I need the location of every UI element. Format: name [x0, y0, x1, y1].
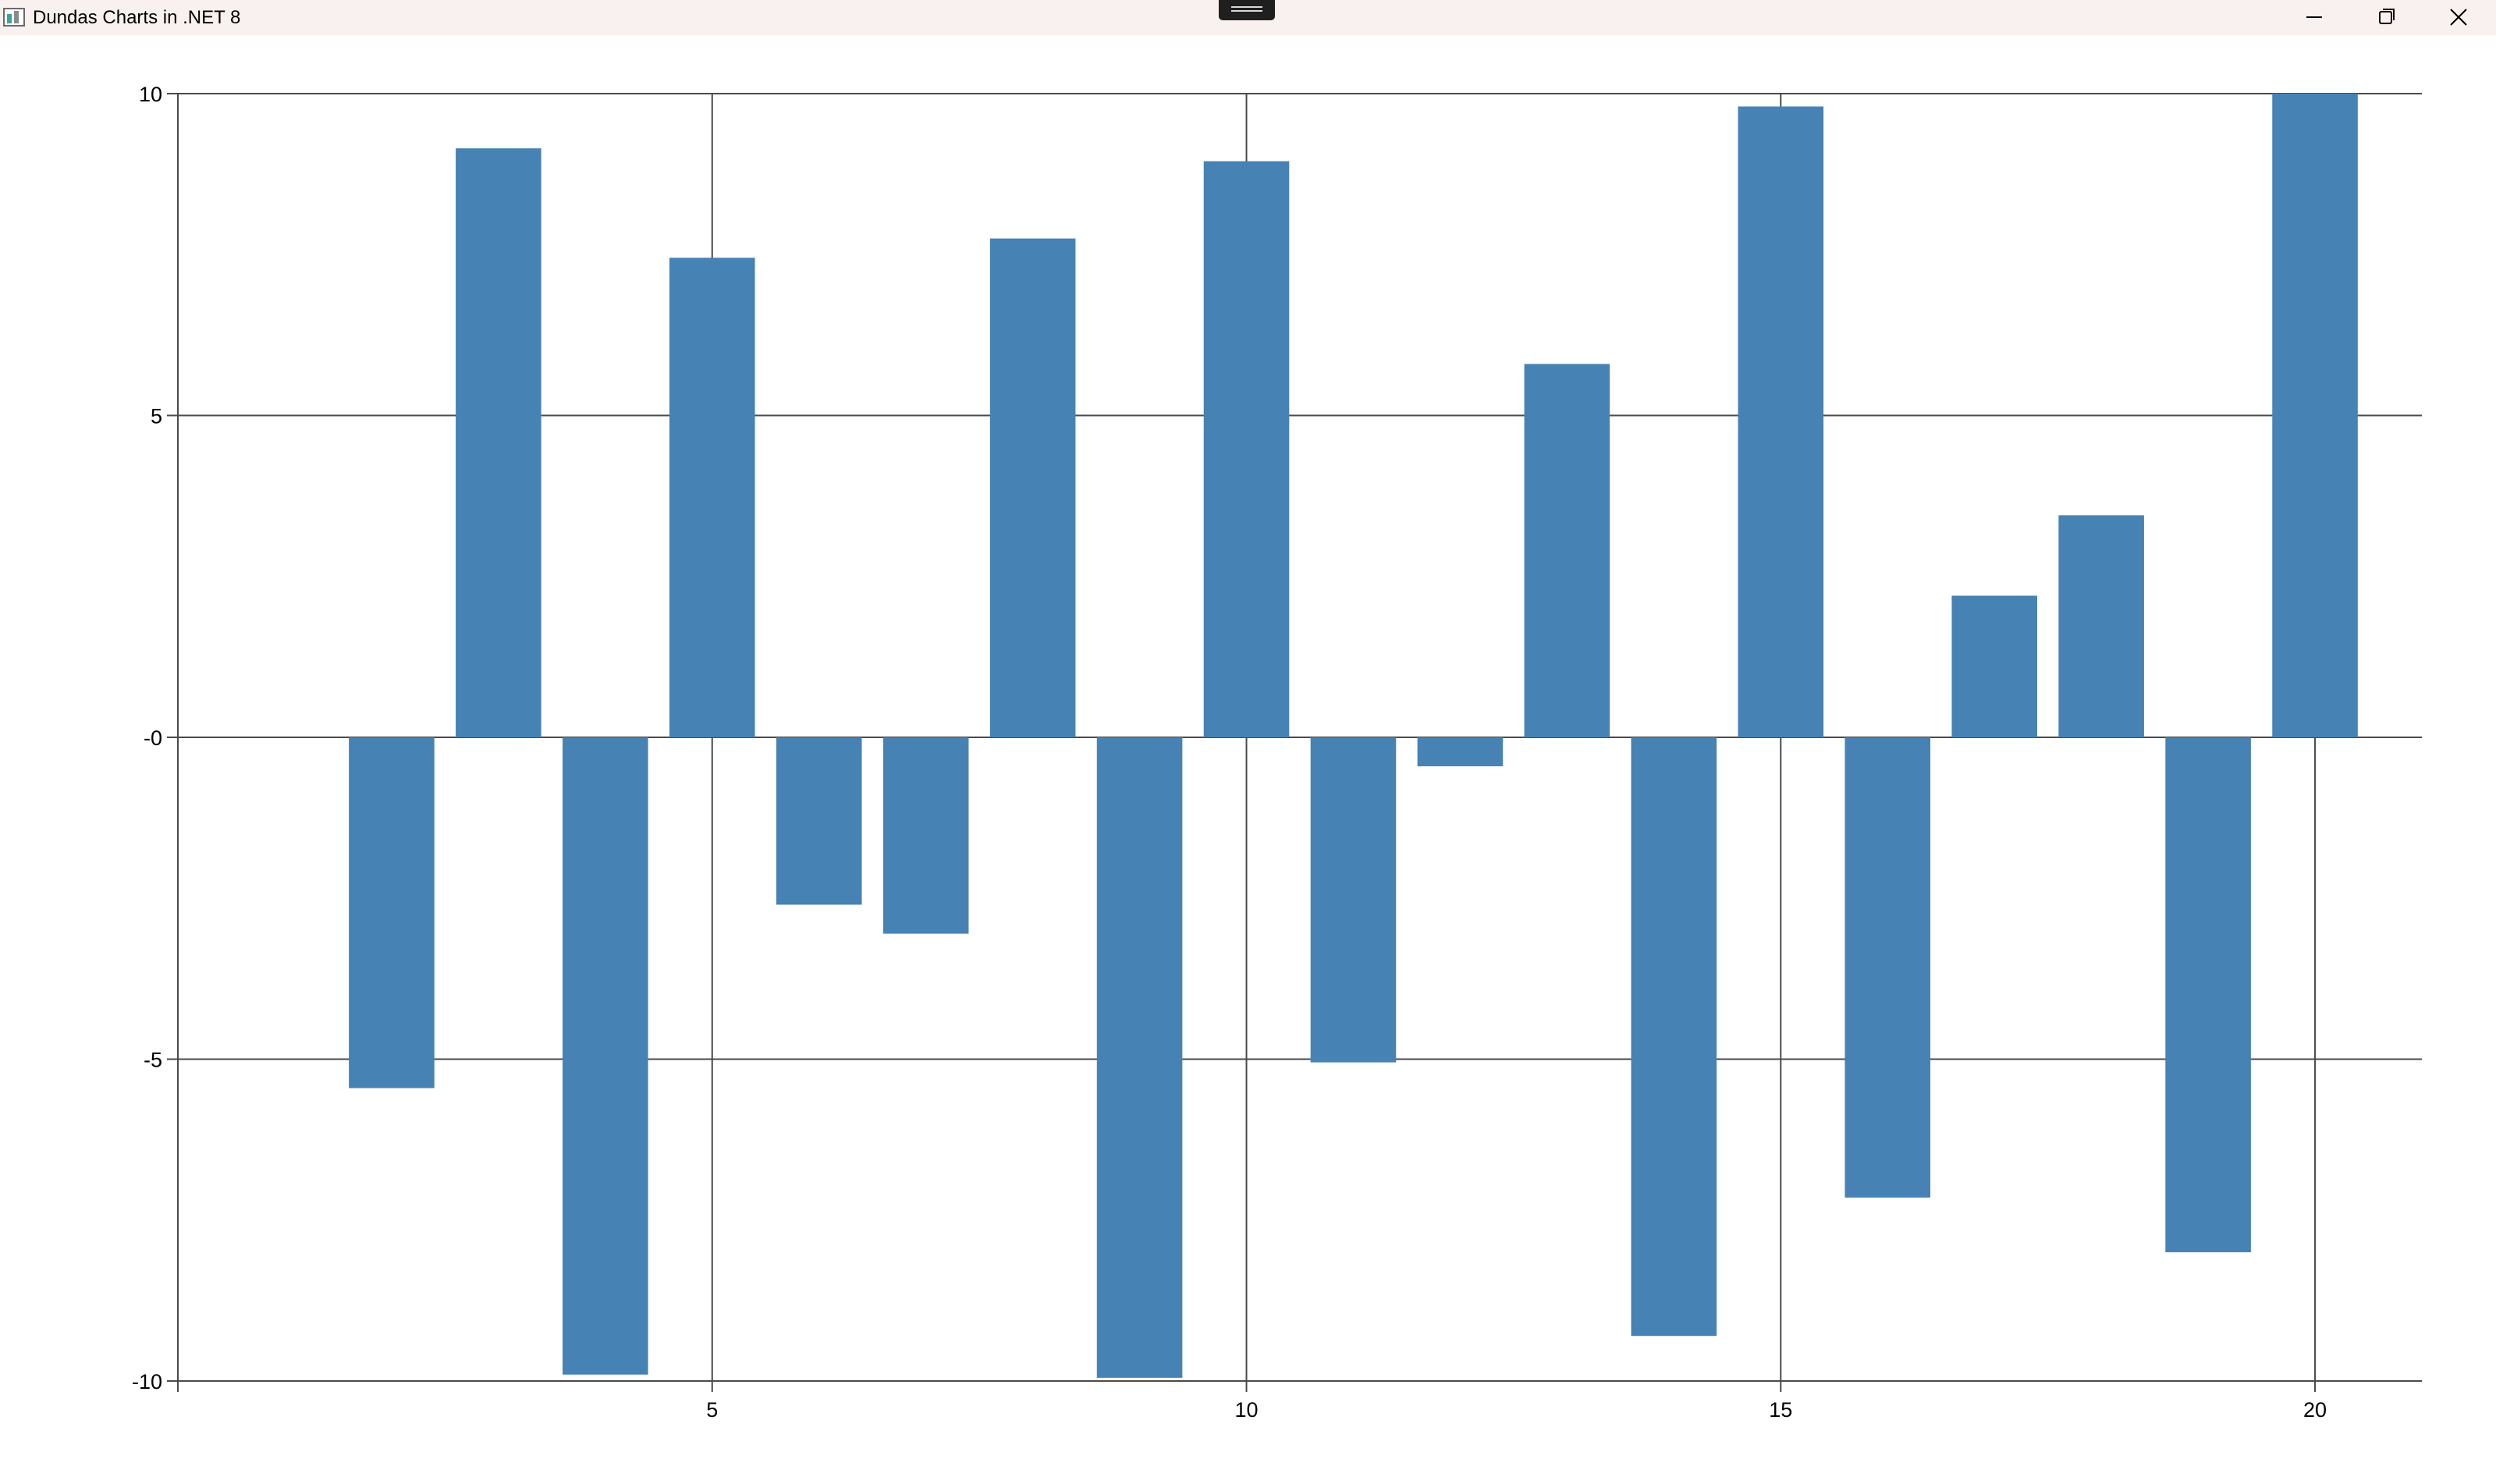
- bar: [989, 238, 1076, 737]
- bar: [1524, 364, 1610, 737]
- title-bar[interactable]: Dundas Charts in .NET 8: [0, 0, 2496, 35]
- x-tick-label: 15: [1769, 1398, 1792, 1422]
- bar: [882, 737, 969, 934]
- y-tick-label: -10: [132, 1370, 162, 1393]
- bar: [2272, 94, 2358, 737]
- window-title: Dundas Charts in .NET 8: [33, 7, 241, 28]
- restore-button[interactable]: [2350, 0, 2422, 35]
- bar: [1951, 595, 2037, 737]
- restore-icon: [2379, 9, 2395, 24]
- minimize-button[interactable]: [2278, 0, 2350, 35]
- x-tick-label: 20: [2303, 1398, 2327, 1422]
- close-icon: [2450, 9, 2467, 26]
- bar: [776, 737, 862, 905]
- bar-chart: 10 5 -0 -5 -10 5 10 15 20: [132, 83, 2422, 1422]
- bar: [2165, 737, 2251, 1252]
- bar: [1203, 161, 1290, 737]
- app-icon: [3, 8, 25, 27]
- y-tick-label: 10: [139, 83, 162, 106]
- bar: [1096, 737, 1183, 1378]
- bar: [669, 257, 755, 737]
- bar: [1631, 737, 1717, 1337]
- bar: [349, 737, 435, 1088]
- bar: [2058, 515, 2144, 737]
- bar: [456, 148, 541, 737]
- close-button[interactable]: [2422, 0, 2494, 35]
- x-tick-label: 10: [1235, 1398, 1259, 1422]
- y-tick-label: -0: [144, 726, 162, 750]
- minimize-icon: [2306, 16, 2322, 18]
- drag-handle[interactable]: [1219, 0, 1275, 20]
- bar: [1310, 737, 1397, 1063]
- bar: [563, 737, 648, 1375]
- bar: [1417, 737, 1504, 767]
- y-tick-label: 5: [151, 405, 162, 428]
- bar: [1844, 737, 1931, 1198]
- x-tick-label: 5: [706, 1398, 718, 1422]
- y-tick-label: -5: [144, 1049, 162, 1072]
- bar: [1738, 106, 1824, 737]
